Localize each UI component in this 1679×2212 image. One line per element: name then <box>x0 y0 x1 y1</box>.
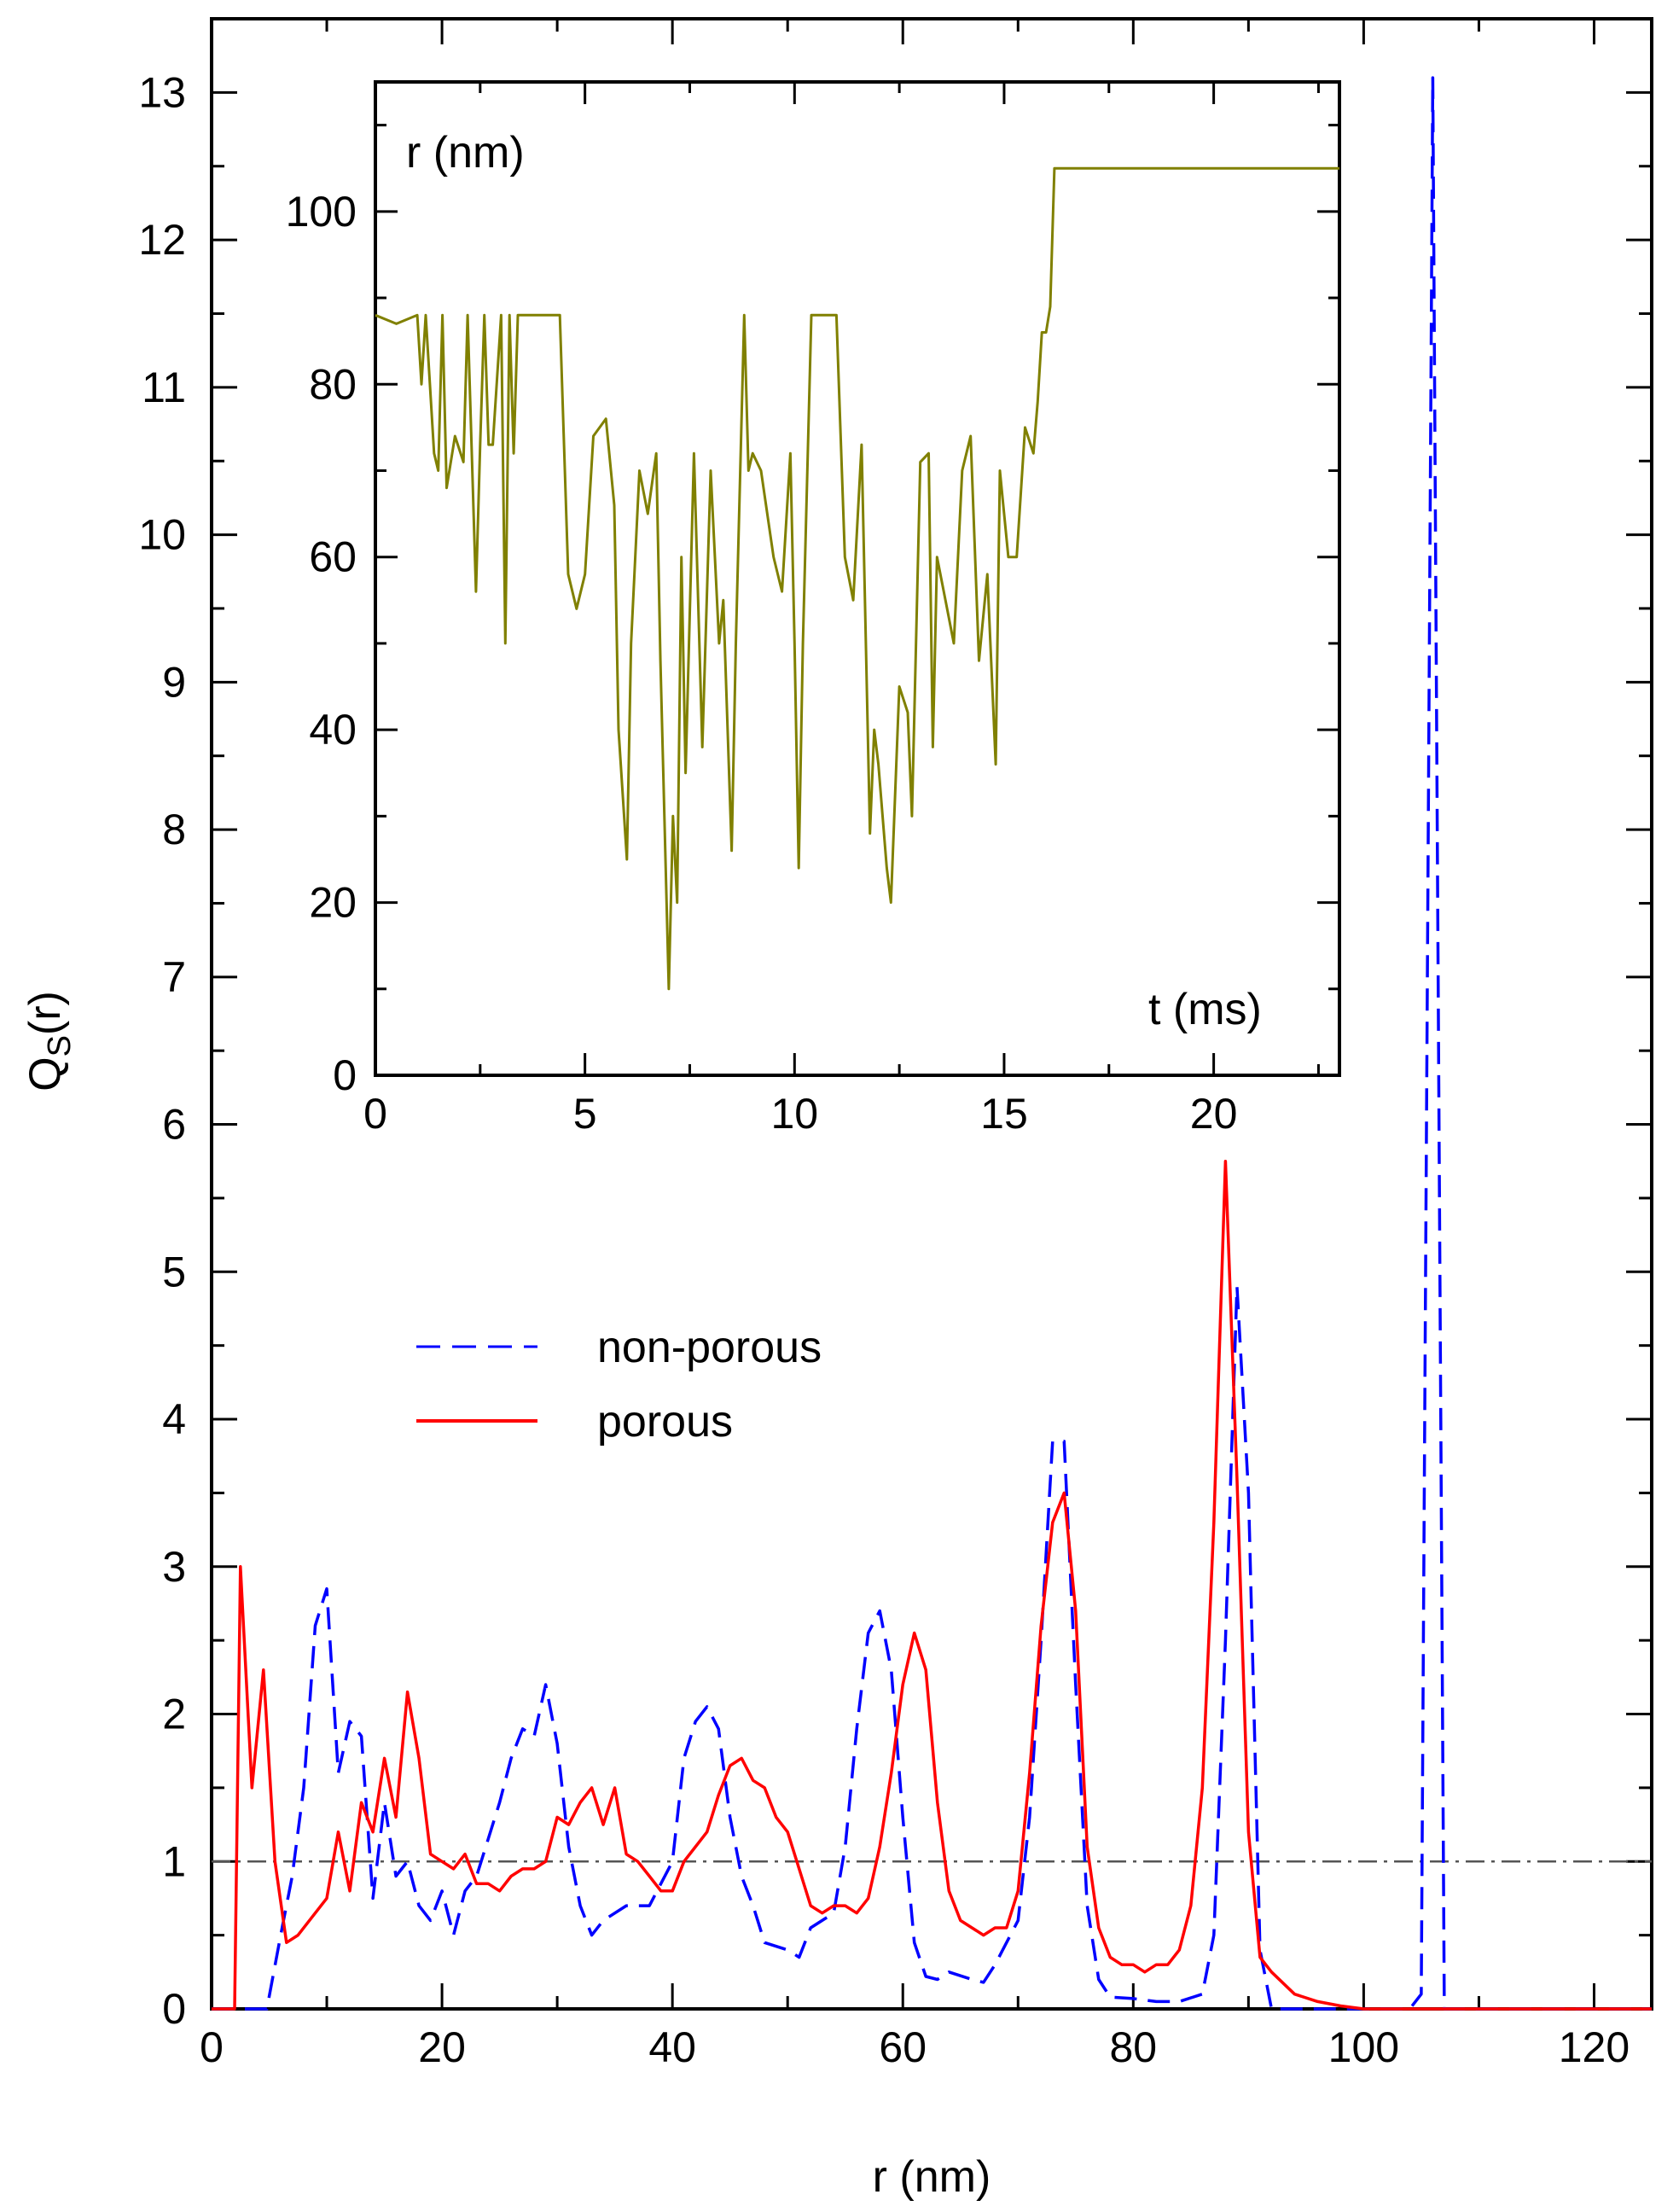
y-tick-label: 13 <box>138 68 186 116</box>
y-tick-label: 20 <box>309 879 357 927</box>
series-r-t- <box>375 166 1339 991</box>
x-tick-label: 100 <box>1328 2023 1399 2071</box>
y-tick-label: 100 <box>286 188 357 236</box>
main-y-axis-label: QS(r) <box>20 991 78 1091</box>
y-tick-label: 1 <box>162 1837 186 1885</box>
series-porous <box>212 1159 1652 2011</box>
x-tick-label: 0 <box>363 1090 387 1138</box>
y-tick-label: 4 <box>162 1395 186 1443</box>
x-tick-label: 20 <box>1190 1090 1238 1138</box>
x-tick-label: 0 <box>200 2023 224 2071</box>
y-label-tail: (r) <box>20 991 70 1035</box>
y-tick-label: 10 <box>138 511 186 559</box>
inset-axis-ticks: 0 5 10 15 20 0 20 40 60 80 100 <box>286 82 1339 1138</box>
y-tick-label: 12 <box>138 216 186 264</box>
y-tick-label: 6 <box>162 1101 186 1149</box>
inset-y-axis-label: r (nm) <box>406 128 525 178</box>
y-tick-label: 5 <box>162 1248 186 1295</box>
y-tick-label: 2 <box>162 1691 186 1738</box>
legend: non-porous porous <box>416 1323 822 1447</box>
x-tick-label: 40 <box>648 2023 696 2071</box>
inset-x-axis-label: t (ms) <box>1148 985 1262 1034</box>
x-tick-label: 80 <box>1110 2023 1158 2071</box>
y-tick-label: 80 <box>309 360 357 408</box>
y-tick-label: 40 <box>309 706 357 754</box>
legend-label-non-porous: non-porous <box>597 1323 822 1372</box>
inset-background <box>375 82 1339 1075</box>
series-non-porous <box>212 76 1652 2011</box>
x-tick-label: 120 <box>1559 2023 1630 2071</box>
y-tick-label: 0 <box>162 1985 186 2033</box>
y-tick-label: 9 <box>162 658 186 706</box>
y-tick-label: 8 <box>162 806 186 853</box>
main-series-group <box>212 76 1652 2011</box>
inset-series-group <box>375 166 1339 991</box>
x-tick-label: 60 <box>879 2023 927 2071</box>
x-tick-label: 15 <box>980 1090 1028 1138</box>
y-tick-label: 11 <box>142 364 186 411</box>
y-label-main: Q <box>20 1057 70 1091</box>
x-tick-label: 5 <box>573 1090 597 1138</box>
y-tick-label: 0 <box>333 1051 357 1099</box>
main-plot-frame <box>210 17 1653 2011</box>
y-tick-label: 7 <box>162 953 186 1001</box>
inset-frame <box>374 80 1341 1077</box>
x-tick-label: 20 <box>418 2023 466 2071</box>
y-tick-label: 3 <box>162 1543 186 1591</box>
y-label-sub: S <box>42 1035 78 1057</box>
x-tick-label: 10 <box>770 1090 818 1138</box>
y-tick-label: 60 <box>309 533 357 581</box>
legend-label-porous: porous <box>597 1397 733 1447</box>
main-x-axis-label: r (nm) <box>873 2152 991 2202</box>
